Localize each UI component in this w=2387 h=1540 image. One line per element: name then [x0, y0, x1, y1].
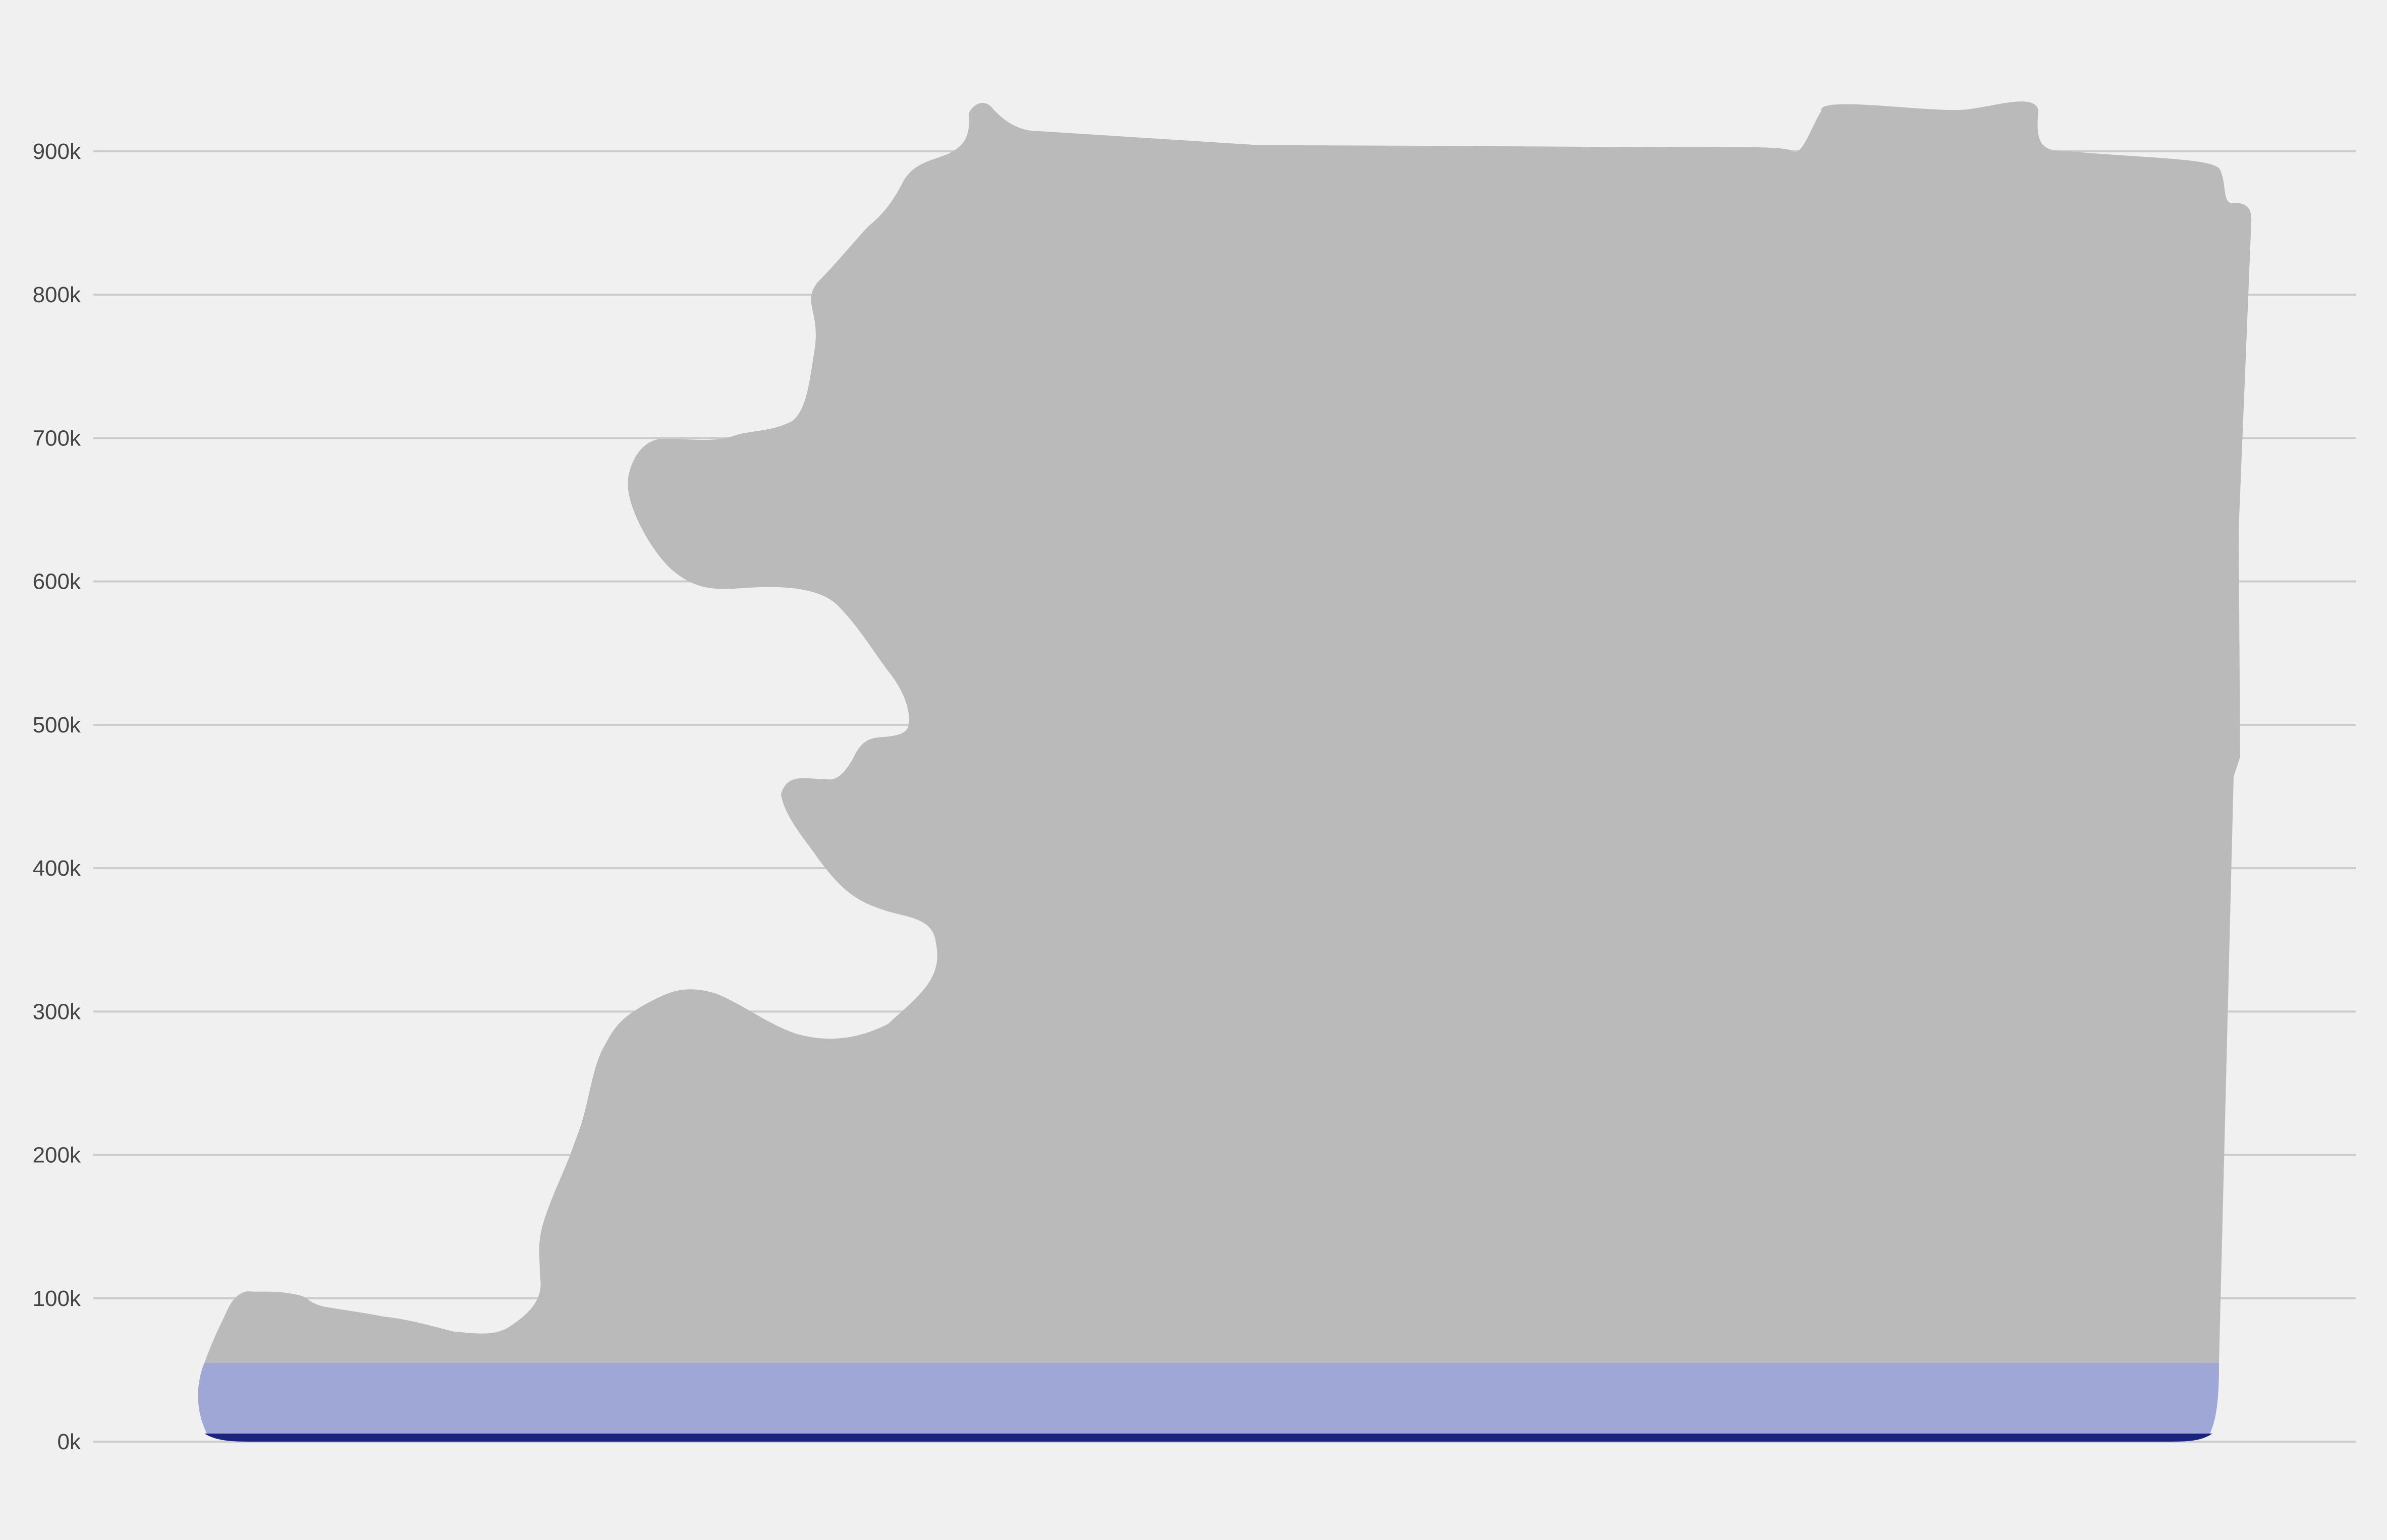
series-area-grey — [198, 101, 2252, 1434]
y-tick-label-1: 100k — [33, 1286, 81, 1311]
y-tick-label-5: 500k — [33, 713, 81, 737]
y-tick-label-9: 900k — [33, 139, 81, 164]
y-tick-label-2: 200k — [33, 1143, 81, 1168]
series-area-navy — [204, 1434, 2212, 1442]
y-tick-labels: 0k 100k 200k 300k 400k 500k 600k 700k 800k 900k — [33, 139, 81, 1454]
y-tick-label-6: 600k — [33, 569, 81, 594]
y-tick-label-3: 300k — [33, 999, 81, 1024]
y-tick-label-0: 0k — [58, 1430, 81, 1454]
area-series — [198, 101, 2252, 1442]
series-area-lavender — [198, 1363, 2219, 1434]
y-tick-label-4: 400k — [33, 856, 81, 881]
y-tick-label-7: 700k — [33, 426, 81, 450]
y-tick-label-8: 800k — [33, 282, 81, 307]
